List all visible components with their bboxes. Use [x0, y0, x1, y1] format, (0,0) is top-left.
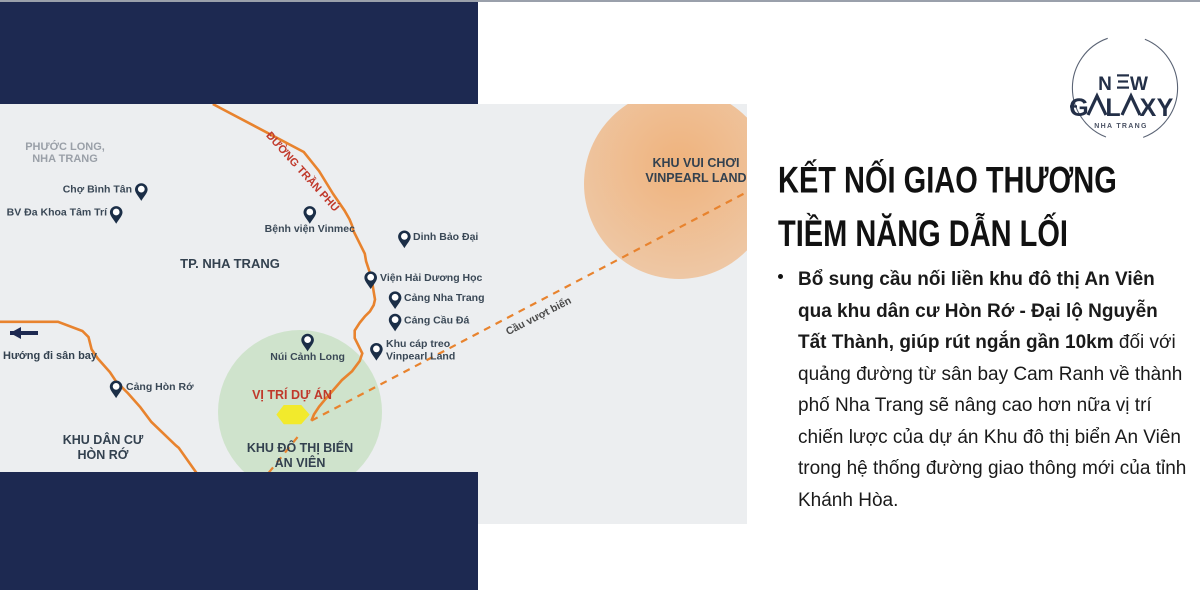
svg-text:PHƯỚC LONG,: PHƯỚC LONG, [25, 140, 105, 153]
svg-text:L: L [1105, 94, 1120, 122]
svg-text:HÒN RỚ: HÒN RỚ [78, 447, 129, 462]
svg-text:Y: Y [1157, 94, 1174, 122]
svg-text:X: X [1140, 94, 1157, 122]
svg-text:TP. NHA TRANG: TP. NHA TRANG [180, 256, 280, 271]
svg-text:W: W [1130, 74, 1148, 95]
svg-text:KHU ĐÔ THỊ BIỂN: KHU ĐÔ THỊ BIỂN [247, 440, 353, 455]
svg-text:Hướng đi sân bay: Hướng đi sân bay [3, 350, 98, 362]
svg-text:VỊ TRÍ DỰ ÁN: VỊ TRÍ DỰ ÁN [252, 387, 332, 402]
svg-text:AN VIÊN: AN VIÊN [275, 455, 326, 470]
svg-text:Cảng Cầu Đá: Cảng Cầu Đá [404, 315, 470, 327]
svg-text:Viện Hải Dương Học: Viện Hải Dương Học [380, 272, 483, 284]
svg-text:BV Đa Khoa Tâm Trí: BV Đa Khoa Tâm Trí [7, 207, 108, 219]
svg-text:Cảng Hòn Rớ: Cảng Hòn Rớ [126, 381, 194, 393]
svg-text:Khu cáp treo: Khu cáp treo [386, 338, 450, 350]
svg-text:N: N [1098, 74, 1112, 95]
svg-text:NHA TRANG: NHA TRANG [32, 153, 98, 165]
svg-text:KHU VUI CHƠI: KHU VUI CHƠI [652, 156, 739, 170]
svg-text:Chợ Bình Tân: Chợ Bình Tân [63, 184, 132, 196]
svg-text:G: G [1069, 94, 1088, 122]
svg-text:Dinh Bảo Đại: Dinh Bảo Đại [413, 231, 478, 243]
svg-text:Bệnh viện Vinmec: Bệnh viện Vinmec [265, 223, 355, 235]
svg-text:Vinpearl Land: Vinpearl Land [386, 351, 455, 363]
svg-text:VINPEARL LAND: VINPEARL LAND [645, 171, 746, 185]
svg-text:KHU DÂN CƯ: KHU DÂN CƯ [63, 432, 144, 447]
svg-text:Núi Cảnh Long: Núi Cảnh Long [270, 351, 345, 363]
svg-text:Cảng Nha Trang: Cảng Nha Trang [404, 292, 485, 304]
svg-text:NHA TRANG: NHA TRANG [1094, 123, 1147, 130]
